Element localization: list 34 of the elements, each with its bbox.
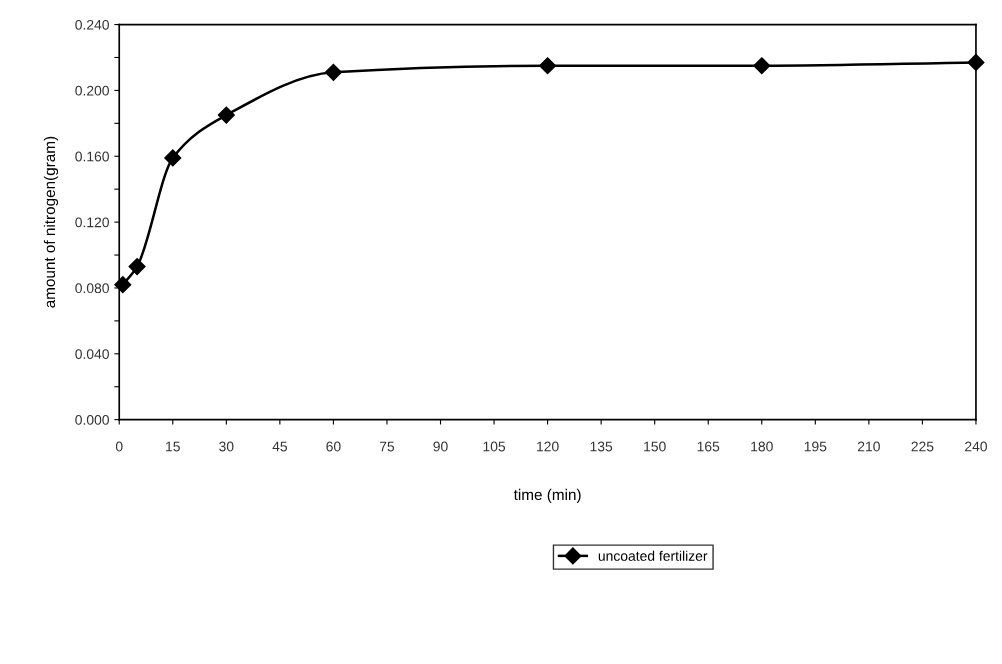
x-tick-label: 210 [857, 441, 880, 452]
x-tick-label: 75 [379, 441, 395, 452]
x-tick-label: 240 [965, 441, 987, 452]
x-tick-label: 15 [166, 441, 180, 452]
x-tick-label: 195 [804, 441, 827, 452]
point [128, 258, 146, 276]
x-tick-label: 105 [483, 441, 506, 452]
y-axis-title: amount of nitrogen(gram) [43, 136, 59, 308]
x-tick-label: 180 [751, 441, 773, 452]
x-tick-label: 225 [911, 441, 934, 452]
y-tick-label: 0.080 [75, 283, 109, 294]
x-axis-title: time (min) [513, 488, 581, 504]
x-tick-label: 165 [697, 441, 720, 452]
y-tick-label: 0.160 [75, 151, 109, 162]
x-tick-label: 60 [326, 441, 341, 452]
y-tick-label: 0.240 [75, 19, 109, 30]
x-tick-label: 30 [219, 441, 234, 452]
legend-label: uncoated fertilizer [598, 550, 708, 561]
y-tick-label: 0.200 [75, 85, 109, 96]
point [217, 106, 235, 124]
x-tick-label: 0 [115, 441, 123, 452]
point [539, 57, 557, 75]
point [164, 149, 182, 167]
y-tick-label: 0.000 [75, 414, 109, 425]
point [324, 63, 342, 81]
x-tick-label: 120 [537, 441, 559, 452]
y-tick-label: 0.040 [75, 349, 109, 359]
point [114, 276, 132, 294]
point [753, 57, 771, 75]
x-tick-label: 90 [433, 441, 448, 452]
y-tick-label: 0.120 [75, 217, 109, 228]
x-tick-label: 45 [272, 441, 288, 452]
x-tick-label: 150 [644, 441, 666, 452]
x-tick-label: 135 [590, 441, 613, 452]
